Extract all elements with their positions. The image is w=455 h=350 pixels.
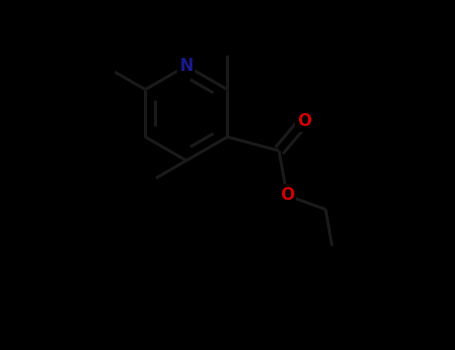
Text: O: O	[280, 186, 294, 204]
Text: N: N	[179, 57, 193, 75]
Text: O: O	[297, 112, 311, 130]
